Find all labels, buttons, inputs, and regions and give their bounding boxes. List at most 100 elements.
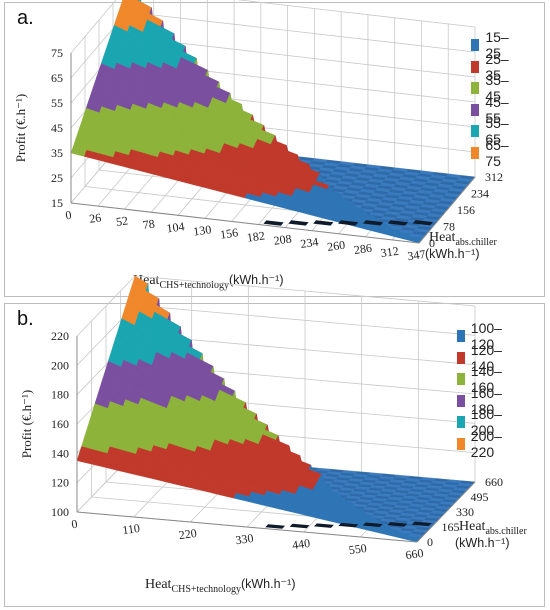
y-tick-label: 140	[51, 446, 69, 460]
legend-swatch	[457, 351, 465, 364]
legend-label: 200–220	[470, 427, 502, 460]
legend-label: 45–55	[485, 93, 509, 126]
legend-item: 65–75	[471, 137, 512, 169]
z-tick-label: 0	[429, 236, 435, 250]
x-tick-label: 660	[405, 546, 425, 562]
surface-chart-a: 15 25 35 45 55 65 75 0 26 52 78 104 130 156 182 208 234 2…	[13, 0, 503, 291]
legend-swatch	[471, 146, 480, 159]
y-tick-label: 35	[51, 146, 63, 160]
y-tick-label: 220	[51, 329, 69, 343]
surface-step	[412, 220, 433, 226]
legend-label: 55–65	[485, 115, 509, 147]
y-tick-label: 100	[51, 505, 69, 519]
legend-swatch	[457, 330, 465, 342]
x-axis-label: HeatCHS+technology(kWh.h⁻¹)	[145, 577, 295, 595]
legend-swatch	[471, 82, 480, 94]
legend-item: 200–220	[457, 428, 506, 460]
legend-swatch	[457, 437, 465, 450]
legend-item: 140–160	[457, 363, 506, 395]
legend-swatch	[471, 125, 480, 137]
surface-step	[289, 523, 310, 529]
legend-item: 45–55	[471, 94, 512, 126]
wall-gridline	[70, 0, 476, 54]
x-tick-label: 52	[115, 213, 129, 229]
legend-label: 160–180	[470, 384, 502, 417]
chart-panel-b: b. 100 120 140 160 180 200 220 0 110 220 330 440 550…	[4, 275, 545, 607]
x-tick-label: 440	[291, 536, 311, 552]
surface	[70, 0, 476, 244]
x-axis-line	[70, 202, 420, 244]
surface-step	[363, 220, 384, 226]
y-axis-label: Profit (€.h⁻¹)	[19, 390, 34, 459]
surface-step	[411, 521, 432, 527]
panel-label: b.	[17, 308, 34, 330]
z-axis-unit: (kWh.h⁻¹)	[455, 536, 510, 550]
y-tick-label: 120	[51, 476, 69, 490]
legend-swatch	[457, 373, 465, 385]
y-tick-label: 160	[51, 417, 69, 431]
surface-step	[387, 220, 408, 226]
surface-step	[362, 522, 383, 527]
z-tick-label: 660	[485, 475, 503, 489]
x-tick-label: 208	[273, 231, 293, 247]
x-tick-label: 0	[64, 208, 72, 223]
legend-item: 160–180	[457, 385, 506, 417]
x-tick-label: 550	[348, 541, 368, 557]
legend-item: 180–200	[457, 406, 506, 438]
chart-panel-a: a. 15 25 35 45 55 65 75 0 26 52 78 104 130 156 182 208 2…	[4, 0, 545, 297]
z-axis-line	[418, 176, 476, 244]
y-tick-label: 180	[51, 388, 69, 402]
legend-label: 120–140	[470, 341, 502, 374]
x-axis-line	[76, 511, 418, 543]
x-tick-label: 156	[219, 225, 239, 241]
z-tick-label: 312	[485, 170, 503, 184]
legend-item: 55–65	[471, 115, 512, 147]
x-tick-label: 130	[192, 222, 212, 238]
z-tick-label: 495	[471, 490, 489, 504]
y-tick-label: 55	[51, 96, 63, 110]
x-tick-label: 104	[166, 219, 186, 235]
legend-swatch	[471, 103, 480, 116]
z-tick-label: 78	[443, 220, 455, 234]
x-tick-label: 347	[407, 247, 427, 263]
legend-label: 180–200	[470, 406, 502, 438]
x-tick-label: 0	[70, 517, 78, 532]
surface	[76, 275, 476, 543]
surface-step	[263, 220, 284, 226]
x-tick-label: 286	[353, 241, 373, 257]
legend-item: 35–45	[471, 72, 512, 104]
x-tick-label: 26	[88, 210, 102, 226]
y-tick-label: 200	[51, 358, 69, 372]
y-tick-label: 65	[51, 71, 63, 85]
x-tick-label: 234	[299, 235, 319, 251]
z-axis-unit: (kWh.h⁻¹)	[425, 247, 480, 261]
x-tick-label: 220	[178, 526, 198, 542]
surface-front-steps	[265, 521, 432, 529]
x-tick-label: 312	[380, 244, 400, 260]
panel-label: a.	[17, 7, 34, 29]
legend-label: 100–120	[470, 320, 502, 352]
legend-item: 120–140	[457, 342, 506, 374]
z-axis-label: Heatabs.chiller	[459, 519, 527, 537]
x-tick-label: 330	[235, 531, 255, 547]
legend-label: 35–45	[485, 72, 509, 104]
x-axis-label: HeatCHS+technology(kWh.h⁻¹)	[133, 273, 283, 291]
z-tick-label: 156	[457, 203, 475, 217]
surface-step	[387, 522, 408, 527]
y-tick-label: 15	[51, 196, 63, 210]
x-tick-label: 78	[142, 217, 156, 233]
x-tick-label: 260	[326, 238, 346, 254]
legend-swatch	[471, 60, 480, 73]
surface-step	[314, 523, 334, 528]
legend-swatch	[471, 39, 480, 51]
legend-label: 15–25	[485, 29, 509, 61]
surface-chart-b: 100 120 140 160 180 200 220 0 110 220 330 440 550 660…	[19, 275, 527, 595]
legend-swatch	[457, 394, 465, 407]
surface-step	[288, 220, 309, 226]
legend-item: 15–25	[471, 29, 512, 61]
y-tick-label: 45	[51, 121, 63, 135]
legend-label: 25–35	[485, 50, 509, 83]
surface-step	[265, 524, 286, 529]
z-tick-label: 165	[442, 520, 460, 534]
surface-step	[338, 522, 359, 528]
